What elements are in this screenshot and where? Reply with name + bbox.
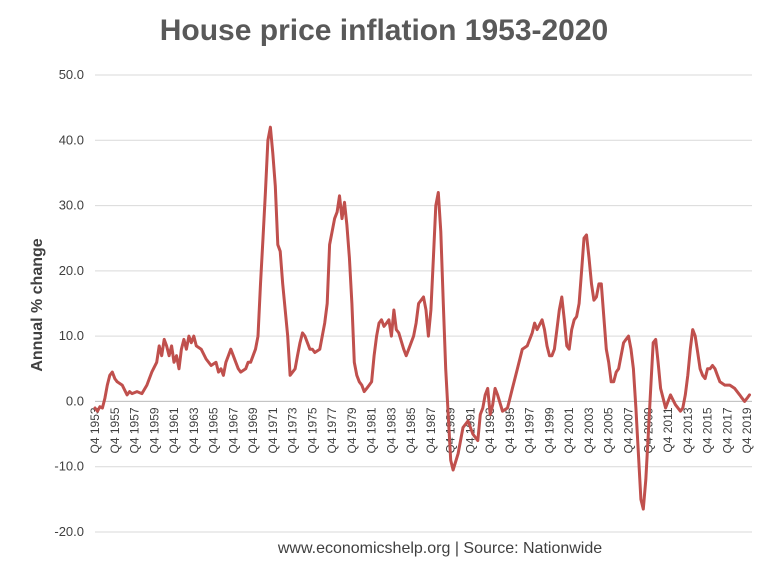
y-tick-label: 30.0 [59, 198, 84, 213]
y-axis-ticks: 50.0 40.0 30.0 20.0 10.0 0.0 -10.0 -20.0 [54, 67, 84, 539]
x-tick-label: Q4 2015 [701, 407, 715, 453]
x-tick-label: Q4 2017 [720, 407, 734, 453]
x-tick-label: Q4 1955 [108, 407, 122, 453]
y-tick-label: -20.0 [54, 524, 84, 539]
series-line-house-price-inflation [93, 125, 751, 511]
x-tick-label: Q4 1979 [345, 407, 359, 453]
y-tick-label: 20.0 [59, 263, 84, 278]
x-tick-label: Q4 2013 [681, 407, 695, 453]
x-tick-label: Q4 1999 [542, 407, 556, 453]
x-tick-label: Q4 1977 [325, 407, 339, 453]
x-tick-label: Q4 1995 [503, 407, 517, 453]
x-axis-ticks: Q4 1953 Q4 1955 Q4 1957 Q4 1959 Q4 1961 Q4 19… [88, 407, 754, 453]
x-tick-label: Q4 1987 [424, 407, 438, 453]
x-tick-label: Q4 1981 [365, 407, 379, 453]
x-tick-label: Q4 1957 [128, 407, 142, 453]
x-tick-label: Q4 1971 [266, 407, 280, 453]
x-tick-label: Q4 1975 [305, 407, 319, 453]
y-tick-label: 10.0 [59, 328, 84, 343]
y-tick-label: 50.0 [59, 67, 84, 82]
x-tick-label: Q4 2007 [622, 407, 636, 453]
chart-title: House price inflation 1953-2020 [159, 14, 609, 47]
x-tick-label: Q4 1969 [246, 407, 260, 453]
x-tick-label: Q4 1963 [187, 407, 201, 453]
x-tick-label: Q4 2005 [602, 407, 616, 453]
x-tick-label: Q4 1985 [404, 407, 418, 453]
x-tick-label: Q4 1967 [226, 407, 240, 453]
y-tick-label: -10.0 [54, 459, 84, 474]
y-axis-label: Annual % change [29, 238, 46, 371]
x-tick-label: Q4 2011 [661, 407, 675, 452]
x-tick-label: Q4 2001 [562, 407, 576, 453]
x-tick-label: Q4 1983 [384, 407, 398, 453]
x-tick-label: Q4 2019 [740, 407, 754, 453]
x-tick-label: Q4 1973 [286, 407, 300, 453]
x-tick-label: Q4 1993 [483, 407, 497, 453]
x-tick-label: Q4 1997 [523, 407, 537, 453]
source-caption: www.economicshelp.org | Source: Nationwi… [277, 540, 603, 557]
x-tick-label: Q4 1965 [207, 407, 221, 453]
x-tick-label: Q4 2003 [582, 407, 596, 453]
x-tick-label: Q4 1953 [88, 407, 102, 453]
x-tick-label: Q4 1961 [167, 407, 181, 453]
y-tick-label: 40.0 [59, 132, 84, 147]
x-tick-label: Q4 1959 [147, 407, 161, 453]
y-tick-label: 0.0 [66, 393, 84, 408]
